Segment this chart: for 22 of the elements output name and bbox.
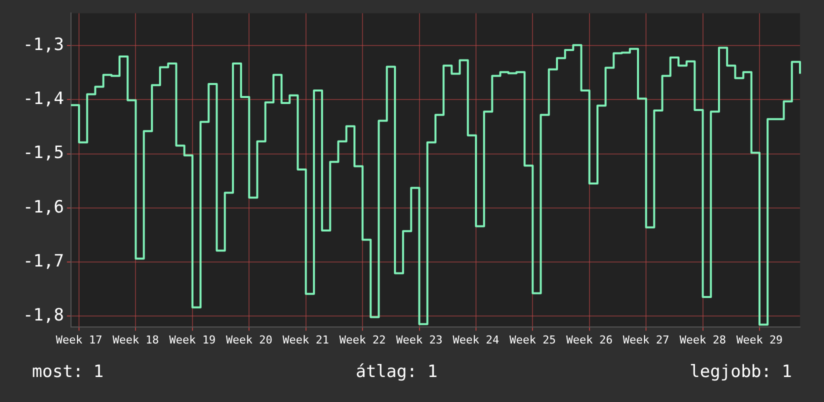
x-tick-label: Week 24 bbox=[452, 333, 500, 346]
x-tick-label: Week 27 bbox=[622, 333, 670, 346]
x-tick-label: Week 29 bbox=[736, 333, 783, 346]
x-tick-label: Week 23 bbox=[396, 333, 442, 346]
y-tick-label: -1,8 bbox=[22, 305, 64, 326]
text: legjobb: 1 bbox=[690, 362, 792, 382]
x-tick-label: Week 22 bbox=[339, 333, 386, 346]
x-tick-label: Week 25 bbox=[510, 333, 556, 346]
y-tick-label: -1,5 bbox=[22, 143, 64, 164]
x-tick-label: Week 20 bbox=[226, 333, 272, 346]
x-tick-label: Week 18 bbox=[112, 333, 159, 346]
x-tick-label: Week 28 bbox=[680, 333, 726, 346]
text: most: 1 bbox=[32, 362, 104, 382]
y-tick-label: -1,6 bbox=[22, 197, 64, 218]
y-tick-label: -1,7 bbox=[22, 251, 64, 272]
x-tick-label: Week 19 bbox=[169, 333, 216, 346]
x-tick-label: Week 17 bbox=[56, 333, 102, 346]
x-tick-label: Week 26 bbox=[566, 333, 613, 346]
x-tick-label: Week 21 bbox=[282, 333, 330, 346]
y-tick-label: -1,4 bbox=[22, 89, 64, 110]
text: átlag: 1 bbox=[356, 362, 438, 382]
y-tick-label: -1,3 bbox=[22, 35, 64, 56]
